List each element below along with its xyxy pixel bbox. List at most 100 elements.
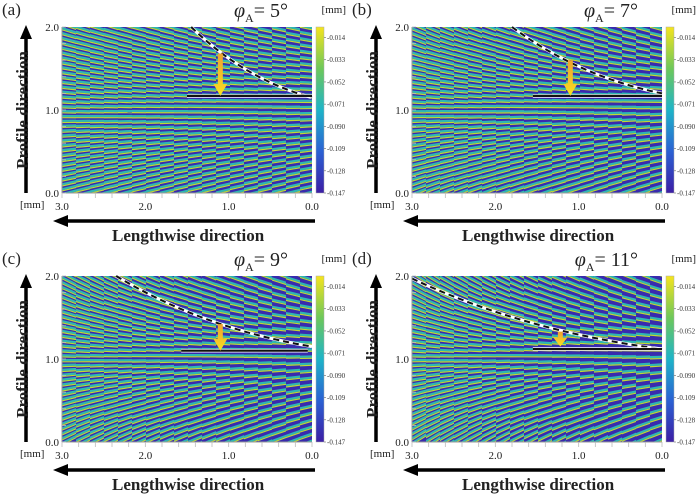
contact-stripe bbox=[174, 323, 188, 328]
contact-stripe bbox=[219, 27, 230, 30]
contact-stripe-peak bbox=[174, 56, 188, 61]
contact-stripe bbox=[286, 478, 300, 488]
contact-stripe-peak bbox=[230, 387, 244, 391]
contact-stripe bbox=[104, 327, 118, 332]
contact-stripe-peak bbox=[118, 401, 132, 407]
contact-stripe bbox=[566, 37, 580, 44]
contact-stripe-peak bbox=[62, 112, 76, 114]
contact-stripe bbox=[482, 104, 496, 108]
contact-stripe bbox=[174, 370, 188, 375]
contact-stripe-peak bbox=[468, 167, 482, 173]
contact-stripe-peak bbox=[188, 171, 202, 176]
contact-stripe-peak bbox=[258, 176, 272, 181]
contact-stripe-peak bbox=[552, 118, 566, 121]
contact-stripe bbox=[286, 355, 300, 358]
contact-stripe bbox=[216, 35, 230, 41]
contact-stripe-peak bbox=[76, 290, 90, 298]
contact-stripe-peak bbox=[286, 480, 300, 489]
contact-stripe-peak bbox=[202, 27, 216, 32]
contact-stripe-peak bbox=[524, 183, 538, 190]
contact-stripe-peak bbox=[272, 477, 286, 486]
contact-stripe bbox=[244, 379, 258, 384]
contact-stripe-peak bbox=[300, 291, 312, 296]
contact-stripe-peak bbox=[286, 398, 300, 403]
contact-stripe-peak bbox=[132, 69, 146, 73]
contact-stripe bbox=[62, 170, 76, 176]
contact-stripe-peak bbox=[160, 90, 174, 93]
contact-stripe bbox=[454, 124, 468, 128]
contact-stripe bbox=[90, 114, 104, 118]
contact-stripe-peak bbox=[160, 427, 174, 434]
contact-stripe-peak bbox=[412, 176, 426, 182]
contact-stripe-peak bbox=[616, 439, 622, 442]
contact-stripe-peak bbox=[230, 343, 244, 346]
contact-stripe-peak bbox=[552, 186, 566, 193]
contact-stripe bbox=[468, 9, 482, 17]
contact-stripe bbox=[412, 66, 426, 72]
contact-stripe bbox=[430, 436, 440, 442]
contact-stripe bbox=[552, 44, 566, 51]
contact-stripe-peak bbox=[90, 1, 104, 8]
contact-stripe-peak bbox=[76, 102, 90, 105]
contact-stripe bbox=[272, 205, 286, 211]
contact-stripe-peak bbox=[62, 68, 76, 72]
colorbar-tick-label: -0.090 bbox=[327, 123, 346, 131]
contact-stripe-peak bbox=[510, 457, 524, 467]
contact-stripe bbox=[510, 93, 524, 97]
contact-stripe-peak bbox=[426, 168, 440, 174]
contact-stripe-peak bbox=[636, 165, 650, 170]
contact-stripe bbox=[202, 395, 216, 401]
contact-stripe-peak bbox=[62, 379, 76, 382]
contact-stripe bbox=[622, 143, 636, 148]
contact-stripe-peak bbox=[202, 337, 216, 340]
contact-stripe-peak bbox=[76, 3, 90, 10]
contact-stripe-peak bbox=[272, 130, 286, 134]
contact-stripe-peak bbox=[104, 390, 118, 395]
contact-stripe-peak bbox=[412, 426, 426, 436]
contact-stripe-peak bbox=[90, 399, 104, 404]
contact-stripe bbox=[104, 154, 118, 159]
contact-stripe bbox=[580, 98, 594, 102]
contact-stripe bbox=[444, 27, 454, 31]
contact-stripe bbox=[552, 68, 566, 73]
contact-stripe-peak bbox=[104, 60, 118, 65]
contact-stripe bbox=[104, 422, 118, 431]
contact-stripe-peak bbox=[650, 88, 662, 90]
contact-stripe-peak bbox=[440, 86, 454, 90]
contact-stripe-peak bbox=[650, 67, 662, 71]
contact-stripe-peak bbox=[132, 127, 146, 130]
contact-stripe bbox=[244, 196, 258, 202]
contact-stripe bbox=[244, 208, 258, 214]
contact-stripe bbox=[118, 16, 132, 23]
contact-stripe-peak bbox=[230, 368, 244, 372]
contact-stripe-peak bbox=[244, 112, 258, 115]
contact-stripe-peak bbox=[412, 68, 426, 73]
contact-stripe bbox=[188, 406, 202, 412]
contact-stripe bbox=[216, 0, 230, 2]
contact-stripe bbox=[132, 9, 146, 16]
contact-stripe-peak bbox=[230, 431, 244, 438]
contact-stripe-peak bbox=[174, 253, 188, 261]
contact-stripe bbox=[146, 93, 160, 97]
contact-stripe bbox=[650, 51, 662, 57]
contact-stripe bbox=[62, 408, 76, 415]
contact-stripe-peak bbox=[496, 143, 510, 147]
contact-stripe-peak bbox=[566, 171, 580, 176]
contact-stripe-peak bbox=[118, 252, 132, 261]
contact-stripe bbox=[188, 388, 202, 394]
contact-stripe bbox=[286, 304, 300, 310]
contact-stripe-peak bbox=[454, 195, 468, 202]
contact-stripe bbox=[538, 407, 552, 415]
contact-stripe-peak bbox=[216, 386, 230, 391]
contact-stripe-peak bbox=[216, 266, 230, 273]
contact-stripe-peak bbox=[146, 47, 160, 52]
contact-stripe-peak bbox=[202, 72, 216, 76]
contact-stripe bbox=[426, 109, 440, 113]
contact-stripe-peak bbox=[76, 375, 90, 378]
contact-stripe bbox=[160, 104, 174, 107]
contact-stripe bbox=[174, 299, 188, 306]
contact-stripe-peak bbox=[272, 34, 286, 39]
contact-stripe-peak bbox=[62, 283, 76, 291]
contact-stripe bbox=[524, 148, 538, 154]
contact-stripe-peak bbox=[482, 68, 496, 73]
